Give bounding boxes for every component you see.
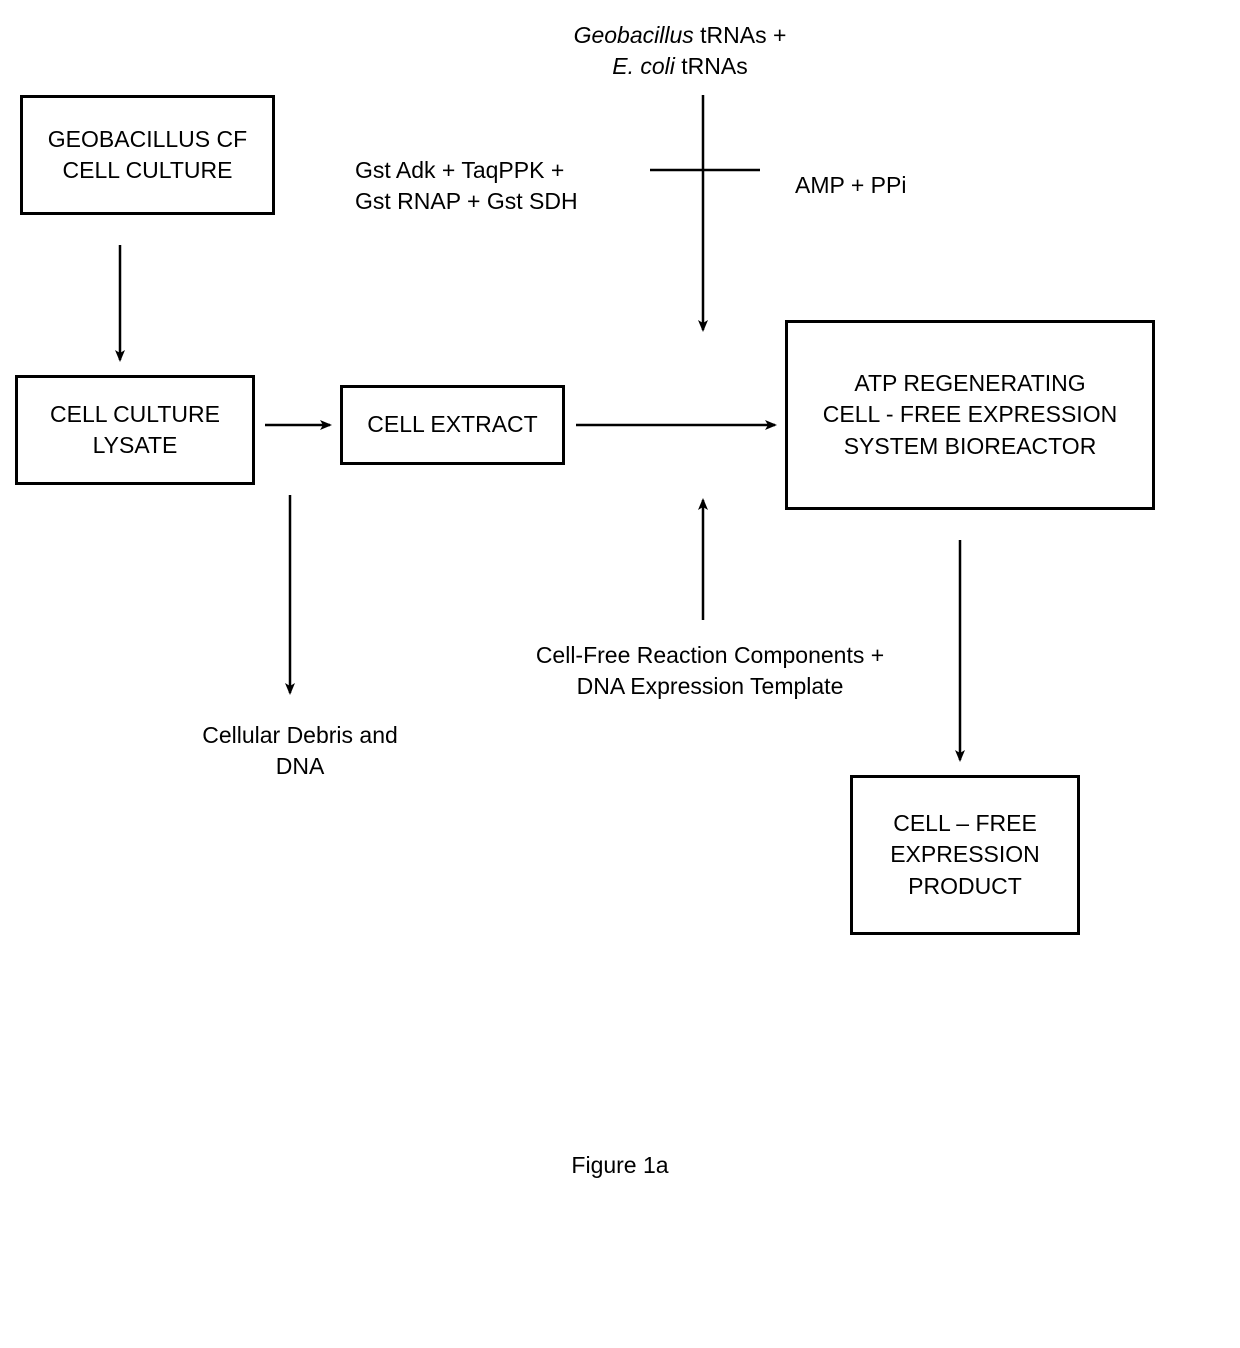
label-line: DNA [170, 751, 430, 782]
label-line: Cell-Free Reaction Components + [510, 640, 910, 671]
label-reaction-components: Cell-Free Reaction Components + DNA Expr… [510, 640, 910, 702]
node-line: PRODUCT [908, 871, 1022, 902]
label-segment: tRNAs [675, 53, 748, 79]
node-line: GEOBACILLUS CF [48, 124, 247, 155]
label-line: Gst Adk + TaqPPK + [355, 155, 665, 186]
node-line: CELL – FREE [893, 808, 1037, 839]
label-enzymes: Gst Adk + TaqPPK + Gst RNAP + Gst SDH [355, 155, 665, 217]
node-line: CELL EXTRACT [367, 409, 537, 440]
label-segment: Geobacillus [574, 22, 694, 48]
node-cell-extract: CELL EXTRACT [340, 385, 565, 465]
label-line: Cellular Debris and [170, 720, 430, 751]
flowchart-canvas: GEOBACILLUS CF CELL CULTURE CELL CULTURE… [0, 0, 1240, 1348]
node-line: EXPRESSION [890, 839, 1040, 870]
node-line: LYSATE [93, 430, 178, 461]
node-line: CELL - FREE EXPRESSION [823, 399, 1117, 430]
figure-caption: Figure 1a [470, 1150, 770, 1181]
node-expression-product: CELL – FREE EXPRESSION PRODUCT [850, 775, 1080, 935]
label-trnas: Geobacillus tRNAs + E. coli tRNAs [530, 20, 830, 82]
label-line: Gst RNAP + Gst SDH [355, 186, 665, 217]
node-bioreactor: ATP REGENERATING CELL - FREE EXPRESSION … [785, 320, 1155, 510]
label-segment: tRNAs + [694, 22, 787, 48]
label-cellular-debris: Cellular Debris and DNA [170, 720, 430, 782]
node-line: CELL CULTURE [50, 399, 220, 430]
node-line: CELL CULTURE [63, 155, 233, 186]
node-line: ATP REGENERATING [854, 368, 1085, 399]
label-line: Figure 1a [470, 1150, 770, 1181]
label-line: DNA Expression Template [510, 671, 910, 702]
label-amp-ppi: AMP + PPi [795, 170, 975, 201]
node-line: SYSTEM BIOREACTOR [844, 431, 1097, 462]
label-line: AMP + PPi [795, 170, 975, 201]
node-geobacillus-cell-culture: GEOBACILLUS CF CELL CULTURE [20, 95, 275, 215]
label-segment: E. coli [612, 53, 675, 79]
node-cell-culture-lysate: CELL CULTURE LYSATE [15, 375, 255, 485]
